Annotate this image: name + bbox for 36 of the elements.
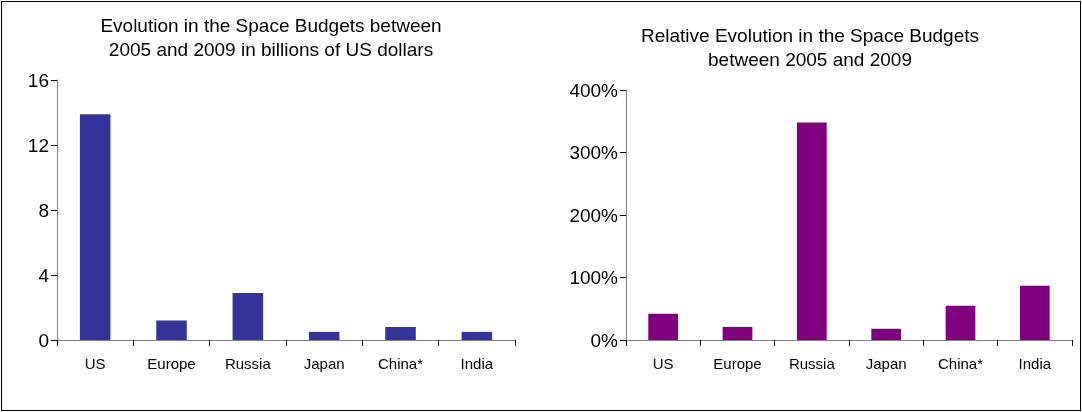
x-tick-label: Europe <box>713 355 762 372</box>
x-tick-label: Russia <box>788 355 836 372</box>
bar <box>722 326 753 340</box>
chart-title: Evolution in the Space Budgets between 2005 and 2009 in billions of US dollars <box>100 14 442 60</box>
x-tick-label: Japan <box>303 355 345 372</box>
y-tick-label: 0% <box>590 329 619 351</box>
bar <box>385 327 416 340</box>
bar <box>796 122 827 340</box>
y-tick-label: 200% <box>569 204 619 226</box>
bar <box>648 313 679 340</box>
y-tick-label: 16 <box>27 69 49 91</box>
bar <box>156 320 187 340</box>
y-tick-label: 4 <box>38 264 50 286</box>
x-tick-label: China* <box>937 355 984 372</box>
y-tick-label: 12 <box>27 134 49 156</box>
bar <box>1019 285 1050 340</box>
bar <box>232 292 264 340</box>
x-tick-label: US <box>652 355 674 372</box>
x-tick-label: India <box>460 355 494 372</box>
x-tick-label: China* <box>377 355 424 372</box>
y-tick-label: 0 <box>38 329 49 351</box>
x-tick-label: Japan <box>865 355 907 372</box>
x-tick-label: US <box>84 355 106 372</box>
y-tick-label: 300% <box>569 142 619 163</box>
y-tick-label: 400% <box>569 79 619 101</box>
chart-title: Relative Evolution in the Space Budgets between 2005 and 2009 <box>641 24 979 70</box>
y-tick-label: 8 <box>38 199 49 221</box>
y-tick-label: 100% <box>569 267 619 288</box>
bar <box>308 331 340 340</box>
bar <box>945 305 976 340</box>
x-tick-label: Europe <box>147 355 196 372</box>
bar <box>871 328 902 340</box>
bar <box>461 331 493 340</box>
x-tick-label: Russia <box>224 355 272 372</box>
bar <box>79 114 111 340</box>
x-tick-label: India <box>1018 355 1052 372</box>
